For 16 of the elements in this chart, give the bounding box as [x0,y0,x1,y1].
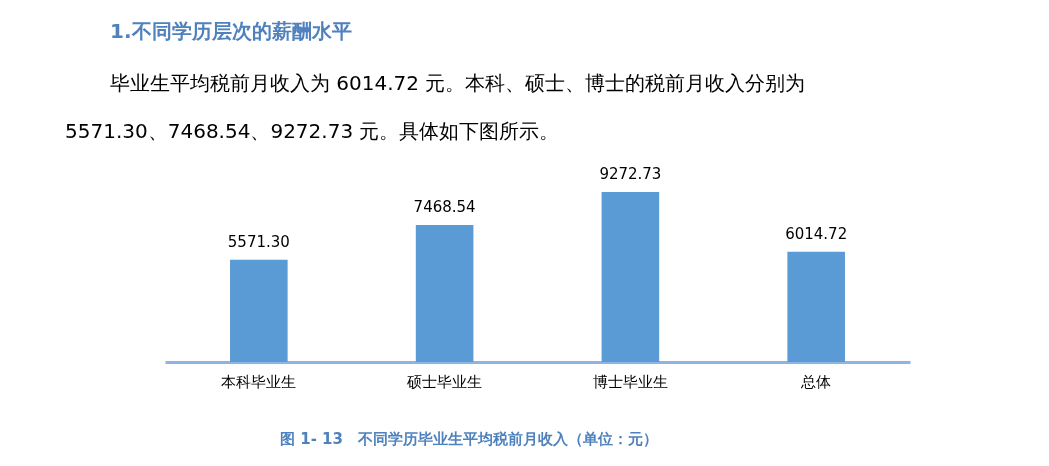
x-tick-label: 博士毕业生 [592,372,668,391]
data-label: 7468.54 [413,198,476,217]
caption: 图 1- 13 不同学历毕业生平均税前月收入（单位：元） [280,430,658,448]
data-label: 9272.73 [599,165,662,183]
text: 5571.30、7468.54、9272.73 元。具体如下图所示。 [65,119,560,143]
bar [415,225,474,362]
chart-title: 1.不同学历层次的薪酬水平 [110,19,352,43]
bar [787,251,845,362]
text: 毕业生平均税前月收入为 6014.72 元。本科、硕士、博士的税前月收入分别为 [110,71,806,95]
x-tick-label: 本科毕业生 [221,372,297,391]
bar [601,192,660,362]
x-tick-label: 硕士毕业生 [406,372,483,391]
data-label: 6014.72 [785,224,848,243]
bar [230,259,288,362]
data-label: 5571.30 [227,232,290,251]
x-tick-label: 总体 [800,372,832,391]
